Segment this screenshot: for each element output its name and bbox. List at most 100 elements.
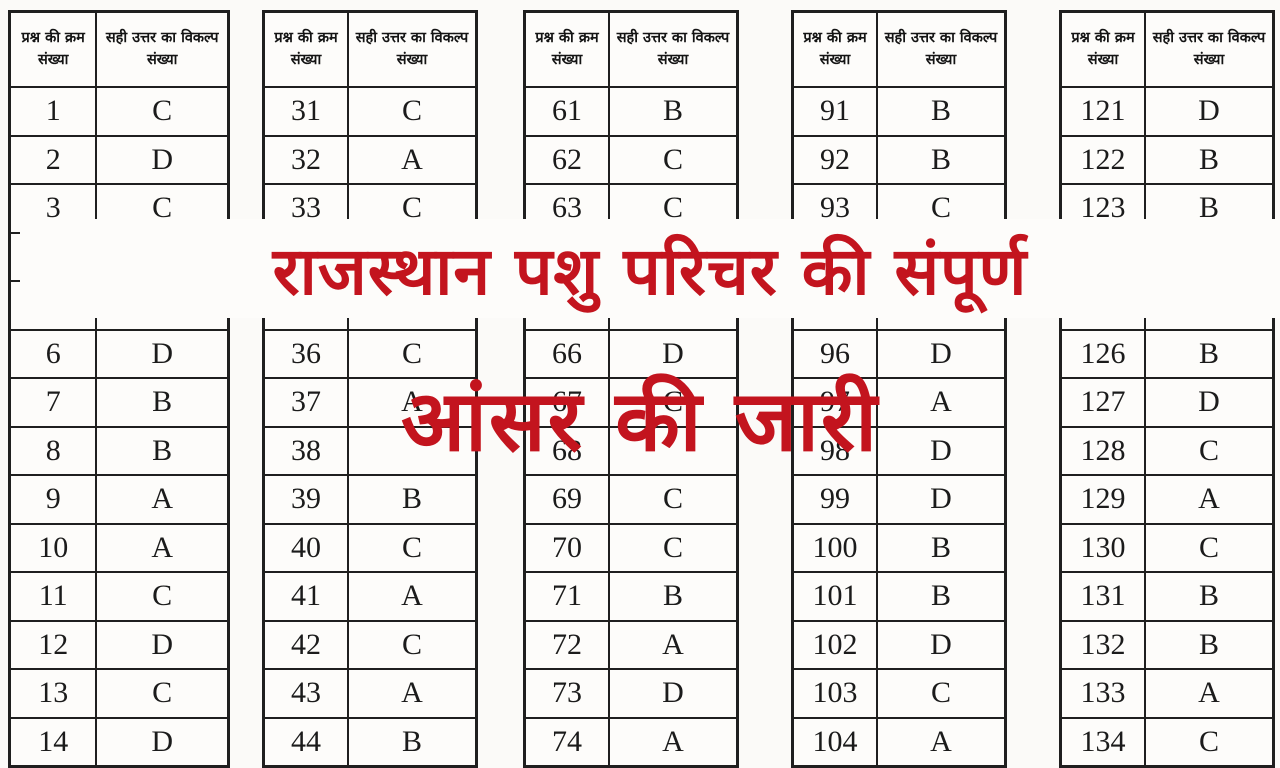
answer-option-cell <box>610 428 736 475</box>
header-cell-answer: सही उत्तर का विकल्प संख्या <box>616 29 730 68</box>
answer-row: 32 A <box>265 134 475 183</box>
question-number-cell: 42 <box>265 621 349 668</box>
answer-option-cell: A <box>151 530 174 564</box>
answer-option-cell: A <box>1198 482 1220 516</box>
header-cell-question: प्रश्न की क्रम संख्या <box>265 13 349 86</box>
question-number-cell: 61 <box>526 88 610 135</box>
question-number-cell: 62 <box>526 136 610 183</box>
header-row: प्रश्न की क्रम संख्या सही उत्तर का विकल्प… <box>526 13 736 86</box>
question-number-cell: 133 <box>1062 670 1146 717</box>
answer-option-cell: A <box>401 579 423 613</box>
question-number-cell: 1 <box>11 88 98 135</box>
answer-option-cell: B <box>1198 142 1219 176</box>
answer-option-cell: C <box>152 579 173 613</box>
answer-table: प्रश्न की क्रम संख्या सही उत्तर का विकल्प… <box>791 10 1007 768</box>
question-number-cell: 91 <box>794 88 878 135</box>
question-number-cell: 123 <box>1062 185 1146 232</box>
answer-row: 96 D <box>794 328 1004 377</box>
answer-row: 129 A <box>1062 474 1272 523</box>
answer-option-cell: A <box>401 676 423 710</box>
answer-option-cell: C <box>662 191 683 225</box>
header-row: प्रश्न की क्रम संख्या सही उत्तर का विकल्प… <box>1062 13 1272 86</box>
question-number-cell: 8 <box>11 427 98 474</box>
answer-option-cell: B <box>930 579 951 613</box>
answer-row: 128 C <box>1062 425 1272 474</box>
question-number-cell: 101 <box>794 573 878 620</box>
question-number-cell: 13 <box>11 670 98 717</box>
answer-option-cell: A <box>1198 676 1220 710</box>
answer-row: 126 B <box>1062 328 1272 377</box>
answer-option-cell: B <box>1198 191 1219 225</box>
answer-row: 42 C <box>265 619 475 668</box>
question-number-cell: 33 <box>265 185 349 232</box>
header-cell-question: प्रश्न की क्रम संख्या <box>526 13 610 86</box>
answer-option-cell: A <box>930 724 952 758</box>
answer-option-cell: C <box>401 627 422 661</box>
answer-option-cell: B <box>662 579 683 613</box>
answer-row: 62 C <box>526 134 736 183</box>
answer-option-cell: B <box>401 482 422 516</box>
question-number-cell: 103 <box>794 670 878 717</box>
answer-row: 71 B <box>526 571 736 620</box>
answer-row: 37 A <box>265 377 475 426</box>
answer-option-cell: A <box>662 627 684 661</box>
answer-option-cell: D <box>151 336 174 370</box>
answer-row: 100 B <box>794 522 1004 571</box>
answer-table: प्रश्न की क्रम संख्या सही उत्तर का विकल्प… <box>262 10 478 768</box>
answer-option-cell: B <box>930 530 951 564</box>
answer-row: 43 A <box>265 668 475 717</box>
header-row: प्रश्न की क्रम संख्या सही उत्तर का विकल्प… <box>794 13 1004 86</box>
header-row: प्रश्न की क्रम संख्या सही उत्तर का विकल्प… <box>11 13 227 86</box>
answer-row: 74 A <box>526 716 736 765</box>
answer-option-cell: B <box>662 94 683 128</box>
question-number-cell: 92 <box>794 136 878 183</box>
question-number-cell: 102 <box>794 621 878 668</box>
answer-option-cell: A <box>401 385 423 419</box>
question-number-cell: 71 <box>526 573 610 620</box>
question-number-cell: 9 <box>11 476 98 523</box>
question-number-cell: 12 <box>11 621 98 668</box>
answer-option-cell: B <box>1198 627 1219 661</box>
answer-row: 36 C <box>265 328 475 377</box>
answer-row: 103 C <box>794 668 1004 717</box>
answer-option-cell: B <box>152 433 173 467</box>
question-number-cell: 104 <box>794 718 878 765</box>
answer-row: 39 B <box>265 474 475 523</box>
question-number-cell: 129 <box>1062 476 1146 523</box>
question-number-cell: 131 <box>1062 573 1146 620</box>
answer-key-page: प्रश्न की क्रम संख्या सही उत्तर का विकल्प… <box>8 10 1275 768</box>
answer-option-cell: A <box>662 724 684 758</box>
answer-option-cell: C <box>152 676 173 710</box>
question-number-cell: 2 <box>11 136 98 183</box>
answer-option-cell: C <box>1198 530 1219 564</box>
header-cell-question: प्रश्न की क्रम संख्या <box>11 13 98 86</box>
question-number-cell: 36 <box>265 330 349 377</box>
answer-row: 127 D <box>1062 377 1272 426</box>
answer-row: 93 C <box>794 183 1004 232</box>
answer-option-cell: C <box>662 142 683 176</box>
answer-row: 130 C <box>1062 522 1272 571</box>
answer-option-cell: B <box>930 142 951 176</box>
question-number-cell: 98 <box>794 427 878 474</box>
answer-row: 123 B <box>1062 183 1272 232</box>
question-number-cell: 67 <box>526 379 610 426</box>
answer-option-cell: C <box>1198 433 1219 467</box>
question-number-cell: 7 <box>11 379 98 426</box>
question-number-cell: 122 <box>1062 136 1146 183</box>
answer-option-cell: D <box>151 724 174 758</box>
answer-row: 121 D <box>1062 86 1272 135</box>
question-number-cell: 134 <box>1062 718 1146 765</box>
question-number-cell: 41 <box>265 573 349 620</box>
answer-option-cell: B <box>401 724 422 758</box>
question-number-cell: 99 <box>794 476 878 523</box>
question-number-cell: 11 <box>11 573 98 620</box>
question-number-cell: 6 <box>11 330 98 377</box>
question-number-cell: 66 <box>526 330 610 377</box>
question-number-cell: 31 <box>265 88 349 135</box>
question-number-cell: 40 <box>265 524 349 571</box>
header-cell-answer: सही उत्तर का विकल्प संख्या <box>1152 29 1266 68</box>
